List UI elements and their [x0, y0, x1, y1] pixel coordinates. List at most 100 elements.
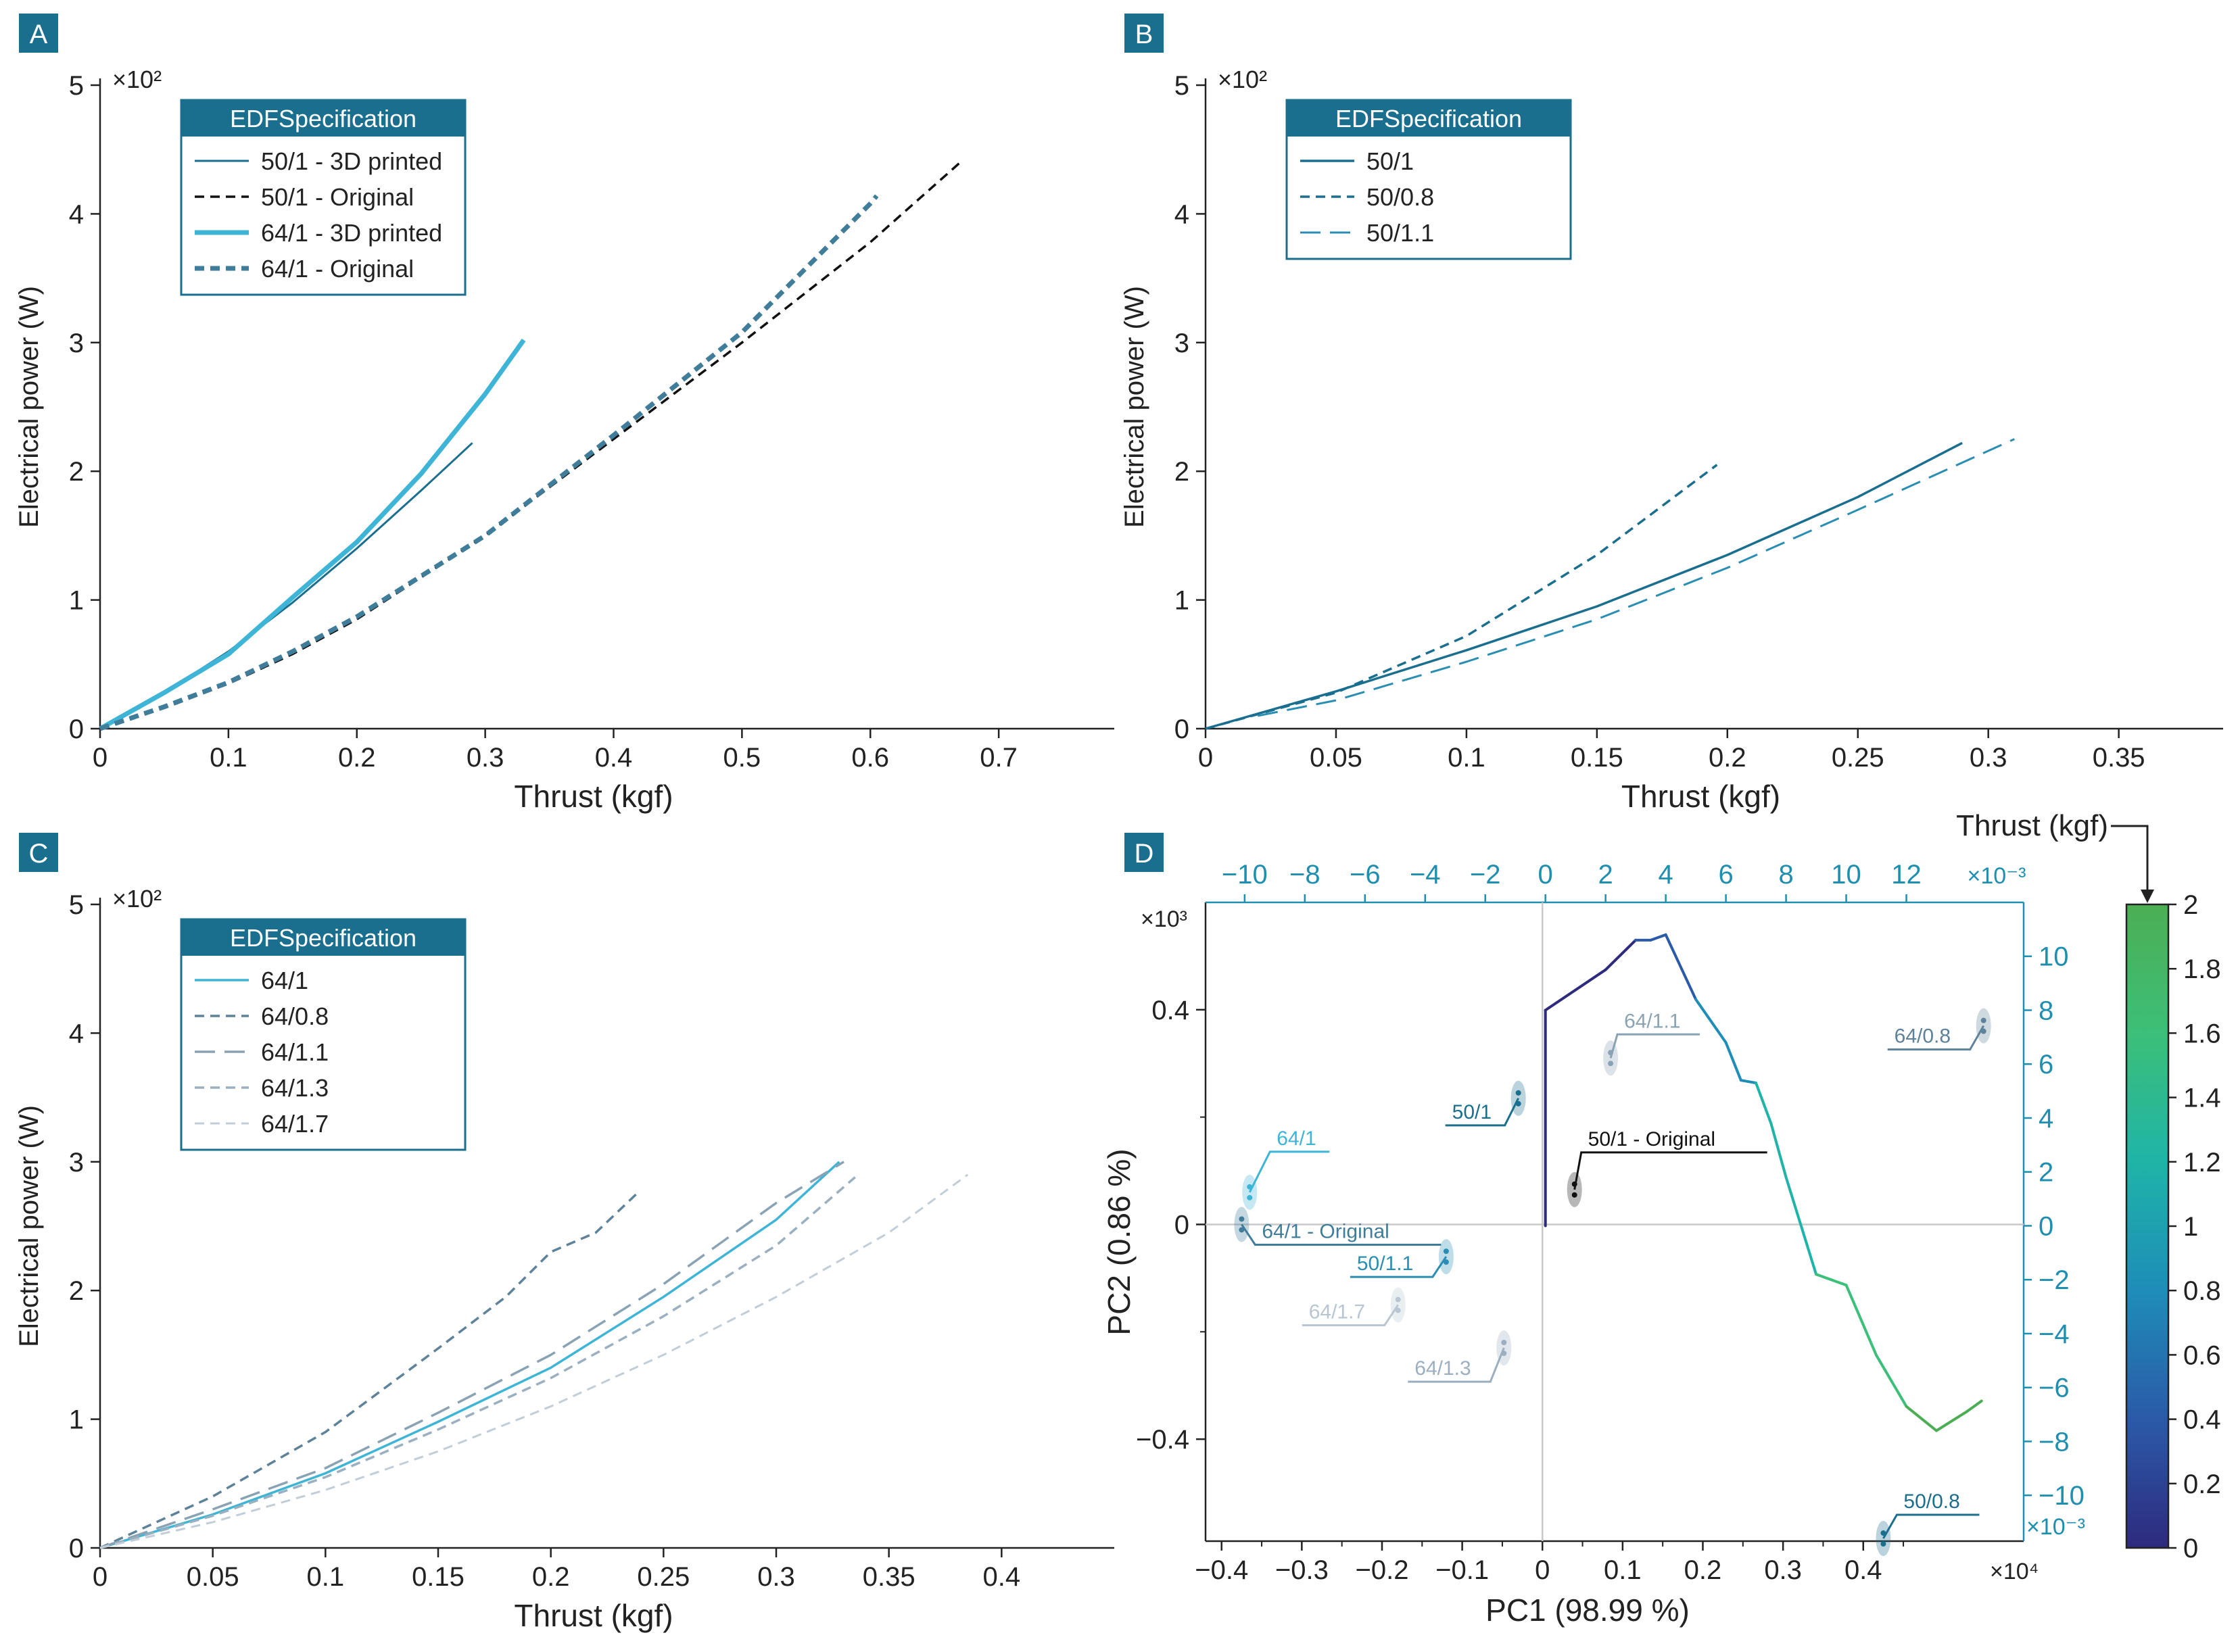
- cluster-50-1-1: 50/1.1: [1350, 1239, 1454, 1278]
- cluster-label: 64/0.8: [1895, 1025, 1951, 1048]
- cluster-50-0-8: 50/0.8: [1876, 1490, 1980, 1557]
- loading-curve-segment: [1815, 1273, 1848, 1287]
- y-tick-label: 5: [69, 71, 84, 101]
- right-tick-label: 10: [2039, 942, 2069, 972]
- loading-curve-segment: [1694, 998, 1728, 1044]
- cluster-50-1: 50/1: [1445, 1080, 1526, 1127]
- y-tick-label: 4: [1174, 199, 1189, 229]
- cluster-64-1-original: 64/1 - Original: [1234, 1207, 1442, 1246]
- cluster-point: [1239, 1216, 1245, 1222]
- panel-C: 0 0.05 0.1 0.15 0.2 0.25 0.3 0.35 0.4 0 1 2 3 4 5 ×10² T…: [14, 885, 1114, 1633]
- colorbar-bar: [2125, 903, 2170, 1549]
- y-tick-label: 0: [1174, 1210, 1189, 1240]
- x-tick-label: −0.2: [1355, 1555, 1408, 1585]
- colorbar-tick-label: 2: [2183, 890, 2198, 920]
- colorbar-tick-label: 1.2: [2183, 1148, 2221, 1177]
- y-tick-label: 0.4: [1151, 996, 1189, 1025]
- legend-title: EDFSpecification: [1335, 105, 1522, 132]
- panel-B: 0 0.05 0.1 0.15 0.2 0.25 0.3 0.35 0 1 2 3 4 5 ×10² Thru…: [1120, 66, 2223, 814]
- series-line-50-1: [1205, 441, 1963, 730]
- cluster-leader: [1573, 1151, 1767, 1190]
- colorbar-tick-label: 1: [2183, 1212, 2198, 1242]
- x-tick-label: −0.1: [1435, 1555, 1489, 1585]
- x-tick-label: 0.4: [595, 743, 633, 773]
- x-tick-label: 0.2: [1709, 743, 1746, 773]
- x-tick-label: 0.2: [338, 743, 376, 773]
- cluster-64-0-8: 64/0.8: [1887, 1008, 1991, 1051]
- colorbar-title: Thrust (kgf): [1956, 809, 2108, 842]
- x-tick-label: 0.15: [1571, 743, 1623, 773]
- cluster-64-1-7: 64/1.7: [1302, 1287, 1406, 1327]
- y-tick-label: 0: [69, 1534, 84, 1563]
- loading-curve-segment: [1604, 938, 1638, 971]
- series-line-64-1-3: [99, 1176, 856, 1549]
- loading-curve-segment: [1769, 1121, 1788, 1179]
- panel-A: 0 0.1 0.2 0.3 0.4 0.5 0.6 0.7 0 1 2 3 4 5 ×10² Thrust (…: [14, 66, 1114, 814]
- panel-letter: B: [1135, 20, 1153, 49]
- legend-title: EDFSpecification: [230, 105, 416, 132]
- x-axis-label: Thrust (kgf): [514, 779, 673, 814]
- loading-curve-segment: [1875, 1353, 1908, 1408]
- x-tick-label: 0.05: [1310, 743, 1362, 773]
- series-line-64-1-3d-printed: [99, 338, 526, 731]
- x-axis-label: Thrust (kgf): [514, 1598, 673, 1633]
- colorbar-tick-label: 1.8: [2183, 954, 2221, 984]
- colorbar-tick-label: 0: [2183, 1534, 2198, 1563]
- cluster-label: 64/1: [1277, 1127, 1316, 1150]
- legend-entry: 64/1 - Original: [261, 255, 414, 283]
- panel-badge-C: C: [19, 833, 58, 872]
- y-tick-label: 2: [69, 1276, 84, 1306]
- cluster-leader: [1609, 1033, 1700, 1059]
- top-tick-label: 2: [1598, 860, 1613, 890]
- top-tick-label: 4: [1659, 860, 1673, 890]
- x-tick-label: 0.7: [980, 743, 1018, 773]
- x-tick-label: 0.3: [757, 1562, 795, 1592]
- panel-badge-D: D: [1124, 833, 1164, 872]
- y-tick-label: 2: [69, 457, 84, 487]
- top-tick-label: 10: [1831, 860, 1861, 890]
- loading-curve-segment: [1965, 1399, 1983, 1413]
- legend-entry: 64/1: [261, 967, 308, 994]
- colorbar-arrow-line: [2111, 825, 2149, 892]
- x-tick-label: 0.25: [1832, 743, 1884, 773]
- x-tick-label: 0.4: [983, 1562, 1021, 1592]
- series-line-64-1-original: [99, 194, 879, 731]
- right-tick-label: −6: [2039, 1374, 2070, 1403]
- y-multiplier: ×10²: [112, 66, 162, 93]
- top-tick-label: −4: [1410, 860, 1441, 890]
- top-tick-label: −6: [1350, 860, 1381, 890]
- y-multiplier: ×10²: [112, 885, 162, 913]
- legend-header: [181, 100, 465, 137]
- legend-entry: 64/0.8: [261, 1002, 329, 1030]
- cluster-64-1-3: 64/1.3: [1408, 1330, 1512, 1383]
- y-tick-label: 1: [1174, 586, 1189, 616]
- legend-entry: 64/1.1: [261, 1038, 329, 1066]
- y-multiplier: ×10³: [1141, 906, 1187, 932]
- x-tick-label: −0.3: [1275, 1555, 1329, 1585]
- series-line-64-0-8: [99, 1193, 638, 1549]
- right-tick-label: −8: [2039, 1427, 2070, 1457]
- x-tick-label: 0.4: [1844, 1555, 1882, 1585]
- panel-D: −0.4 −0.3 −0.2 −0.1 0 0.1 0.2 0.3 0.4 ×10⁴ 0.4 0 −0.…: [1101, 860, 2085, 1628]
- panel-letter: C: [29, 839, 49, 869]
- x-tick-label: 0.05: [187, 1562, 239, 1592]
- x-tick-label: −0.4: [1195, 1555, 1248, 1585]
- right-tick-label: −2: [2039, 1265, 2070, 1295]
- y-tick-label: −0.4: [1136, 1425, 1189, 1455]
- y-tick-label: 4: [69, 1019, 84, 1048]
- cluster-leader: [1248, 1150, 1330, 1193]
- cluster-point: [1608, 1061, 1614, 1067]
- panel-letter: D: [1135, 839, 1154, 869]
- series-line-50-1-3d-printed: [99, 442, 473, 730]
- legend-entry: 50/1: [1366, 147, 1414, 175]
- x-tick-label: 0.1: [307, 1562, 345, 1592]
- top-multiplier: ×10⁻³: [1968, 863, 2026, 889]
- legend: EDFSpecification 50/1 - 3D printed 50/1 - …: [180, 99, 467, 296]
- x-tick-label: 0.1: [1448, 743, 1485, 773]
- loading-curve-segment: [1649, 933, 1667, 942]
- arrow-down-icon: [2141, 890, 2154, 903]
- cluster-label: 50/0.8: [1903, 1490, 1959, 1513]
- y-axis-label: Electrical power (W): [14, 286, 44, 528]
- cluster-point: [1980, 1017, 1986, 1023]
- loading-curve-segment: [1905, 1405, 1938, 1432]
